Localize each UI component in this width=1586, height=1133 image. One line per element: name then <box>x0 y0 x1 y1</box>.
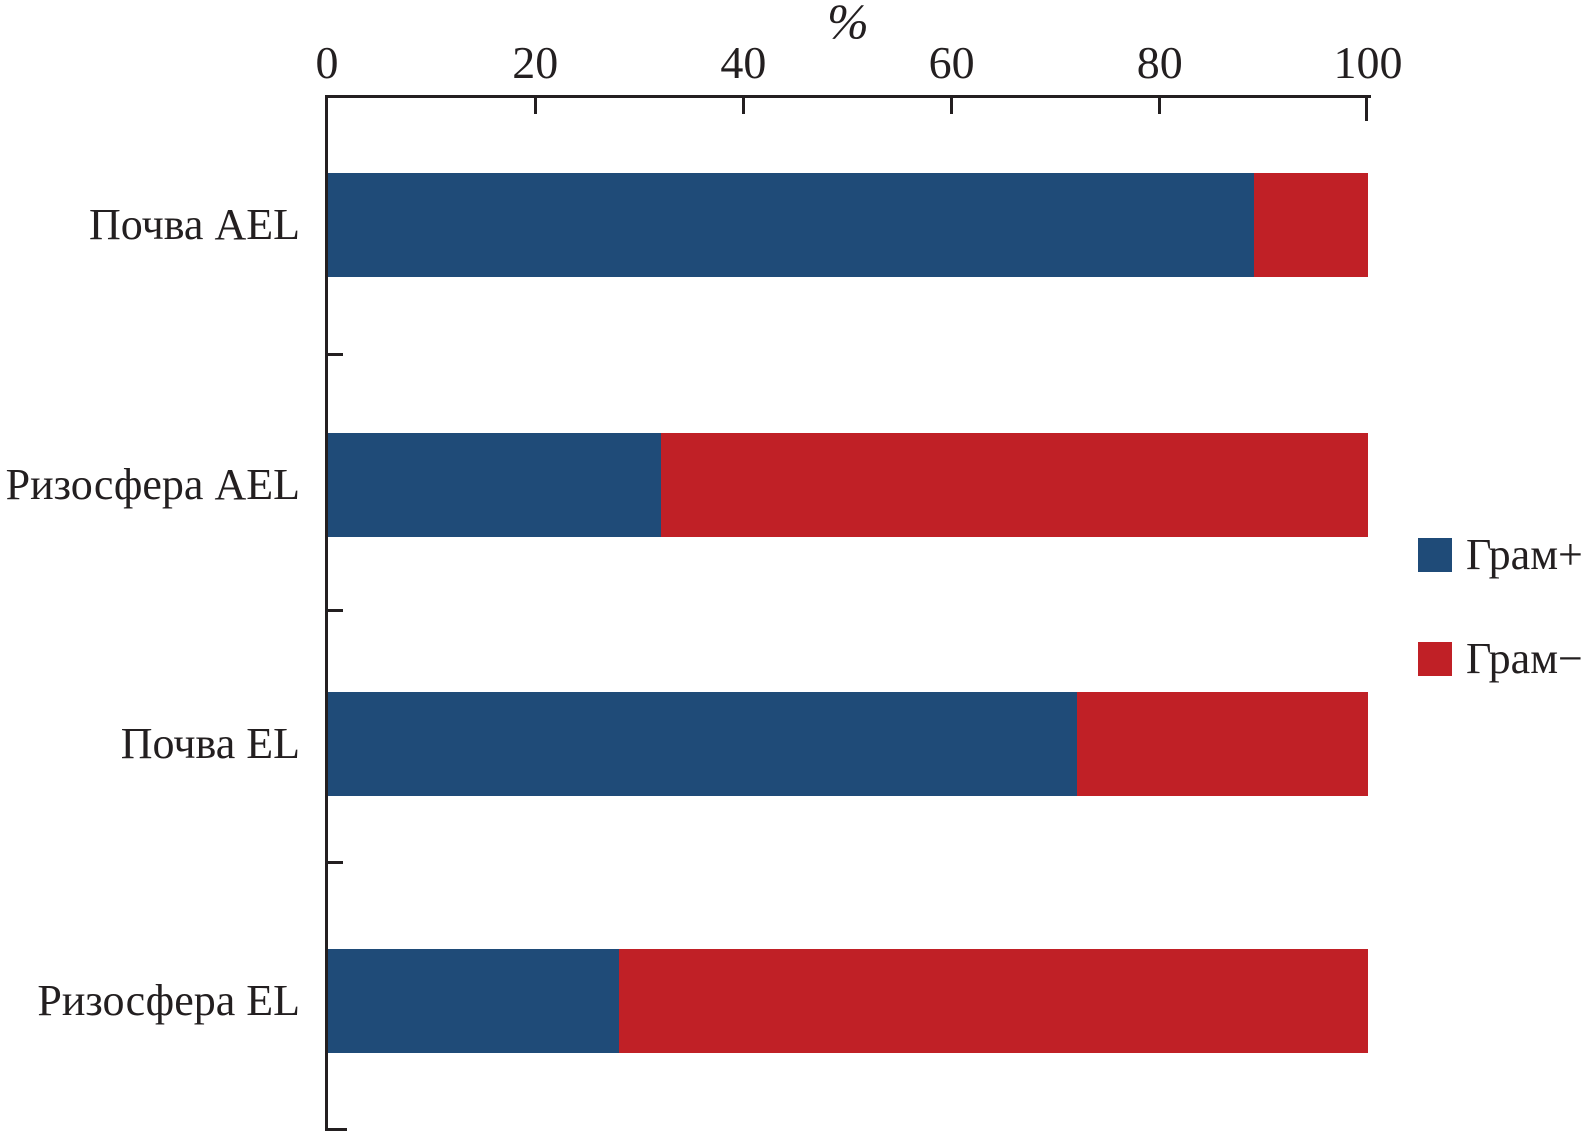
bar-segment-gram-negative <box>1253 173 1368 277</box>
x-axis-tick-label: 100 <box>1333 37 1403 88</box>
bar-segment-gram-negative <box>660 433 1368 537</box>
bar-segment-gram-positive <box>328 949 620 1053</box>
bar-segment-gram-negative <box>1076 692 1368 796</box>
bar-row <box>328 949 1368 1053</box>
y-axis-category-label: Ризосфера EL <box>37 976 300 1025</box>
legend-swatch-gram-negative <box>1418 642 1452 676</box>
bar-row <box>328 173 1368 277</box>
x-axis-tick-label: 40 <box>720 37 767 88</box>
bar-segment-gram-positive <box>328 433 661 537</box>
y-axis-separator-tick <box>328 609 343 612</box>
bar-segment-gram-positive <box>328 692 1077 796</box>
y-axis-separator-tick <box>328 353 343 356</box>
y-axis-separator-tick <box>328 861 343 864</box>
x-axis-end-tick <box>1365 95 1368 121</box>
x-axis-tick-mark <box>950 98 954 114</box>
bar-row <box>328 692 1368 796</box>
x-axis-tick-label: 0 <box>315 37 339 88</box>
y-axis-category-label: Ризосфера AEL <box>5 460 300 509</box>
x-axis-tick-label: 80 <box>1136 37 1183 88</box>
x-axis-title: % <box>827 0 869 49</box>
bar-segment-gram-positive <box>328 173 1254 277</box>
x-axis-tick-mark <box>741 98 745 114</box>
x-axis-line <box>325 95 1371 98</box>
y-axis-category-label: Почва AEL <box>88 200 300 249</box>
legend-label: Грам+ <box>1466 530 1583 579</box>
legend-item: Грам− <box>1418 634 1583 683</box>
x-axis-tick-mark <box>533 98 537 114</box>
x-axis-tick-mark <box>1158 98 1162 114</box>
legend-label: Грам− <box>1466 634 1583 683</box>
x-axis-tick-label: 60 <box>928 37 975 88</box>
y-axis-category-label: Почва EL <box>120 719 300 768</box>
bar-row <box>328 433 1368 537</box>
legend-item: Грам+ <box>1418 530 1583 579</box>
legend-swatch-gram-positive <box>1418 538 1452 572</box>
y-axis-line <box>325 95 328 1131</box>
y-axis-end-tick <box>325 1128 347 1131</box>
bar-segment-gram-negative <box>619 949 1368 1053</box>
x-axis-tick-label: 20 <box>512 37 559 88</box>
